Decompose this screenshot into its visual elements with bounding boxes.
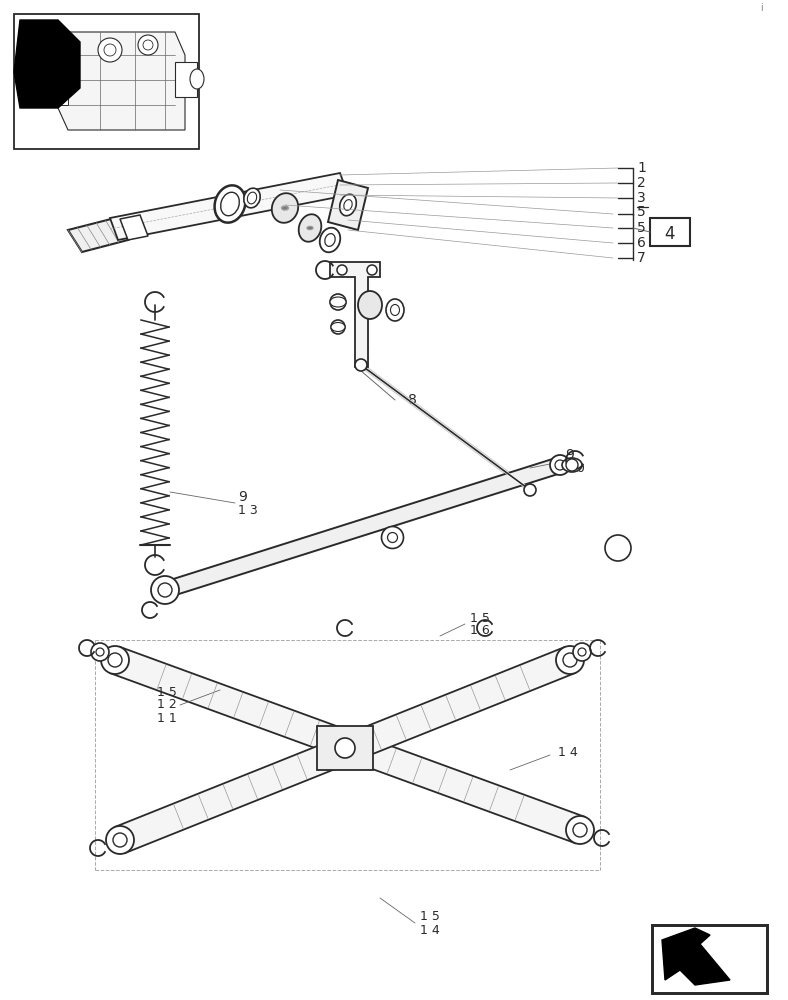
Text: 1 4: 1 4 (558, 746, 578, 758)
Text: 1 5: 1 5 (157, 686, 177, 698)
Ellipse shape (344, 200, 352, 210)
Circle shape (563, 653, 577, 667)
Circle shape (388, 532, 397, 542)
Circle shape (605, 535, 631, 561)
Circle shape (335, 738, 355, 758)
Ellipse shape (214, 185, 245, 223)
Circle shape (106, 826, 134, 854)
Ellipse shape (340, 194, 356, 216)
Circle shape (143, 40, 153, 50)
Bar (48, 75, 68, 105)
Text: 3: 3 (637, 191, 645, 205)
Text: 2: 2 (637, 176, 645, 190)
Circle shape (108, 653, 122, 667)
Text: 1 2: 1 2 (157, 698, 177, 712)
Text: 1 6: 1 6 (470, 624, 490, 638)
Text: i: i (760, 3, 764, 13)
Circle shape (550, 455, 570, 475)
Text: 1 4: 1 4 (420, 924, 440, 936)
Polygon shape (328, 180, 368, 230)
Ellipse shape (391, 304, 400, 316)
Circle shape (524, 484, 536, 496)
Circle shape (104, 44, 116, 56)
Bar (652, 925, 767, 993)
Bar (652, 925, 767, 993)
Text: 9: 9 (565, 448, 574, 462)
Text: 5: 5 (637, 221, 645, 235)
Circle shape (331, 320, 345, 334)
Text: A: A (614, 542, 623, 554)
Circle shape (151, 576, 179, 604)
Polygon shape (110, 647, 585, 843)
Bar (317, 726, 373, 770)
Ellipse shape (320, 228, 340, 252)
Circle shape (555, 460, 565, 470)
Circle shape (578, 648, 586, 656)
Polygon shape (330, 262, 380, 367)
Text: 8: 8 (408, 393, 417, 407)
Ellipse shape (299, 214, 322, 242)
Text: 7: 7 (637, 251, 645, 265)
Polygon shape (662, 928, 730, 985)
Circle shape (355, 359, 367, 371)
Polygon shape (120, 215, 148, 240)
Ellipse shape (190, 69, 204, 89)
Circle shape (330, 294, 346, 310)
Circle shape (53, 85, 63, 95)
Polygon shape (110, 173, 348, 240)
Text: 6: 6 (637, 236, 646, 250)
Text: 1: 1 (637, 161, 646, 175)
Circle shape (98, 38, 122, 62)
Ellipse shape (331, 322, 345, 332)
Bar (650, 218, 690, 246)
Bar (14, 14, 199, 149)
Text: 5: 5 (637, 205, 645, 219)
Polygon shape (14, 20, 80, 108)
Text: 1 1: 1 1 (157, 712, 177, 724)
Ellipse shape (221, 192, 240, 216)
Ellipse shape (330, 297, 346, 307)
Text: 1 3: 1 3 (238, 504, 258, 516)
Ellipse shape (243, 188, 260, 208)
Circle shape (101, 646, 129, 674)
Polygon shape (68, 218, 128, 252)
Text: 1 5: 1 5 (470, 611, 490, 624)
Ellipse shape (247, 192, 257, 204)
Bar (175, 62, 197, 97)
Polygon shape (58, 32, 185, 130)
Text: 1 5: 1 5 (420, 910, 440, 924)
Ellipse shape (386, 299, 404, 321)
Polygon shape (162, 457, 563, 598)
Circle shape (337, 265, 347, 275)
Circle shape (381, 526, 403, 548)
Circle shape (113, 833, 127, 847)
Ellipse shape (325, 234, 335, 246)
Circle shape (566, 459, 578, 471)
Ellipse shape (272, 193, 298, 223)
Ellipse shape (358, 291, 382, 319)
Circle shape (566, 816, 594, 844)
Circle shape (573, 643, 591, 661)
Circle shape (367, 265, 377, 275)
Bar (655, 928, 764, 990)
Circle shape (573, 823, 587, 837)
Ellipse shape (562, 458, 582, 472)
Text: 1 0: 1 0 (565, 462, 585, 475)
Circle shape (556, 646, 584, 674)
Text: 4: 4 (665, 225, 675, 243)
Polygon shape (115, 647, 575, 853)
Circle shape (138, 35, 158, 55)
Circle shape (158, 583, 172, 597)
Circle shape (96, 648, 104, 656)
Text: 9: 9 (238, 490, 247, 504)
Circle shape (91, 643, 109, 661)
